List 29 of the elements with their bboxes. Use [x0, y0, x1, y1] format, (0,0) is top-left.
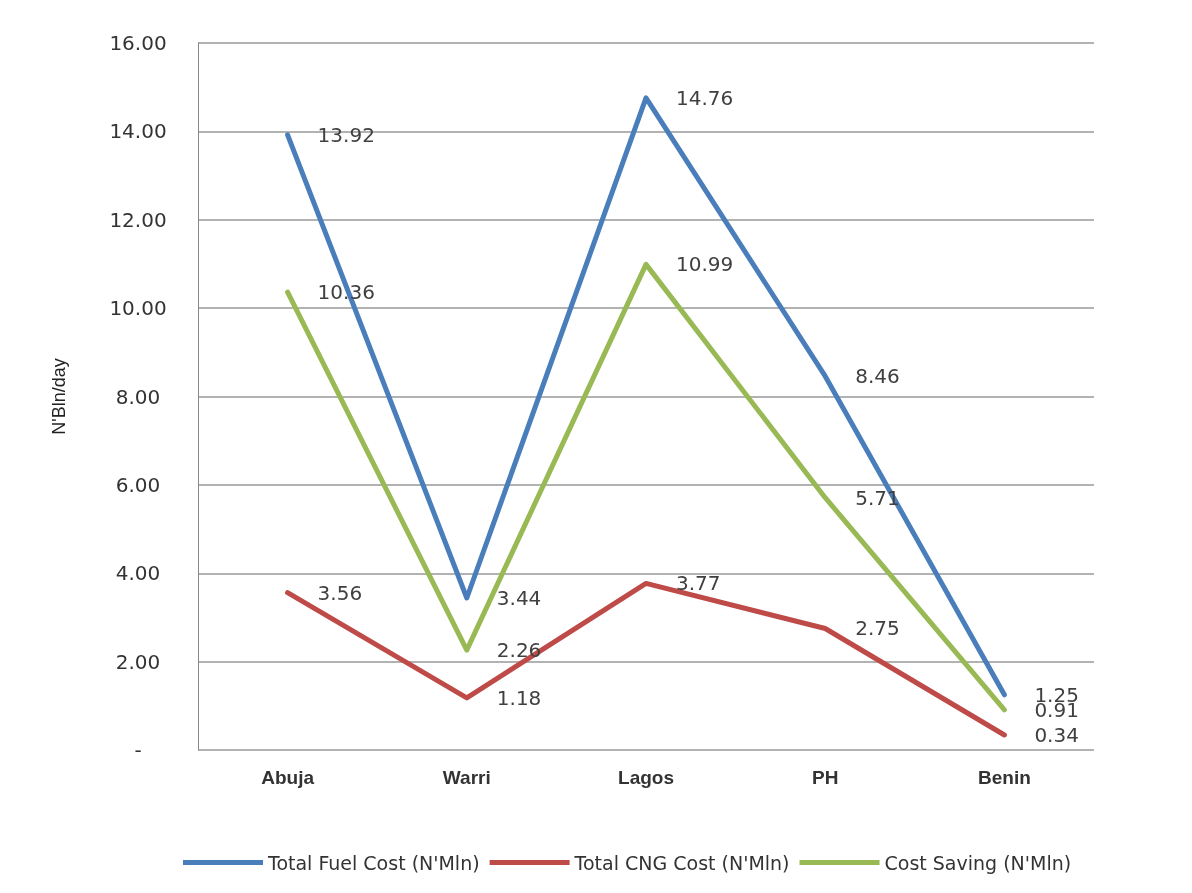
data-label: 13.92	[317, 122, 375, 147]
data-label: 1.18	[496, 685, 542, 710]
x-tick-label: Lagos	[618, 767, 674, 788]
y-tick-label: 16.00	[109, 31, 167, 55]
y-tick-label: 6.00	[115, 472, 161, 497]
data-label: 3.77	[676, 571, 721, 596]
y-tick-label: 8.00	[115, 384, 161, 409]
data-label: 2.75	[855, 616, 900, 641]
legend-label: Cost Saving (N'Mln)	[884, 851, 1072, 874]
data-label: 3.44	[496, 585, 542, 610]
y-tick-label: 4.00	[115, 561, 161, 586]
y-tick-label: 14.00	[109, 119, 167, 144]
data-label: 8.46	[855, 364, 900, 389]
y-tick-label: 12.00	[109, 207, 167, 232]
legend-label: Total Fuel Cost (N'Mln)	[267, 851, 480, 874]
data-label: 2.26	[496, 638, 542, 663]
y-axis-title: N'Bln/day	[49, 358, 69, 435]
x-tick-label: Warri	[442, 767, 491, 788]
data-label: 14.76	[676, 85, 734, 110]
data-label: 10.99	[676, 252, 734, 277]
data-label: 0.34	[1034, 722, 1079, 747]
y-tick-label: 10.00	[109, 296, 167, 321]
x-tick-label: Benin	[978, 767, 1031, 788]
legend-label: Total CNG Cost (N'Mln)	[573, 851, 790, 874]
y-tick-label: 2.00	[115, 649, 161, 674]
data-label: 3.56	[317, 580, 363, 605]
y-tick-label: -	[134, 738, 142, 762]
x-tick-label: PH	[812, 767, 839, 788]
x-tick-label: Abuja	[261, 767, 315, 788]
